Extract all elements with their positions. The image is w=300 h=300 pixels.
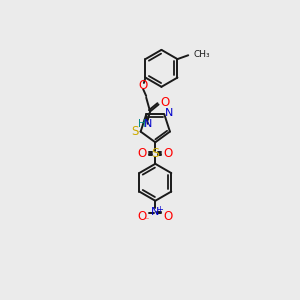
Text: CH₃: CH₃ [194, 50, 210, 59]
Text: ⁻: ⁻ [145, 215, 149, 224]
Text: N: N [165, 108, 173, 118]
Text: O: O [164, 211, 173, 224]
Text: H: H [138, 119, 146, 129]
Text: N: N [144, 119, 152, 129]
Text: O: O [138, 147, 147, 160]
Text: O: O [164, 147, 173, 160]
Text: S: S [151, 147, 159, 160]
Text: O: O [138, 211, 147, 224]
Text: O: O [160, 97, 169, 110]
Text: S: S [132, 125, 139, 138]
Text: O: O [139, 79, 148, 92]
Text: +: + [157, 205, 163, 214]
Text: N: N [151, 207, 160, 217]
